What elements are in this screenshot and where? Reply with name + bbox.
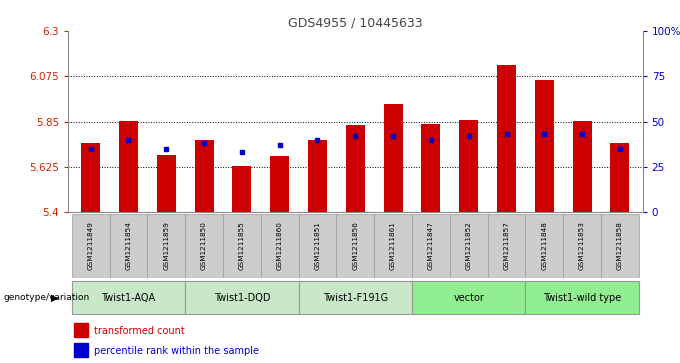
Text: Twist1-DQD: Twist1-DQD — [214, 293, 270, 303]
FancyBboxPatch shape — [223, 214, 261, 278]
FancyBboxPatch shape — [185, 214, 223, 278]
Bar — [73, 323, 88, 338]
Text: GSM1211860: GSM1211860 — [277, 221, 283, 270]
Text: GSM1211853: GSM1211853 — [579, 221, 585, 270]
FancyBboxPatch shape — [72, 281, 185, 314]
Text: vector: vector — [454, 293, 484, 303]
Bar — [233, 166, 252, 212]
Bar — [497, 65, 516, 212]
FancyBboxPatch shape — [374, 214, 412, 278]
Text: Twist1-wild type: Twist1-wild type — [543, 293, 622, 303]
Bar — [346, 125, 364, 212]
FancyBboxPatch shape — [601, 214, 639, 278]
Text: GSM1211861: GSM1211861 — [390, 221, 396, 270]
Bar — [308, 140, 327, 212]
Bar — [194, 140, 214, 212]
FancyBboxPatch shape — [72, 214, 109, 278]
Title: GDS4955 / 10445633: GDS4955 / 10445633 — [288, 17, 422, 30]
Text: percentile rank within the sample: percentile rank within the sample — [94, 346, 259, 356]
FancyBboxPatch shape — [526, 281, 639, 314]
FancyBboxPatch shape — [488, 214, 526, 278]
Text: GSM1211852: GSM1211852 — [466, 221, 472, 270]
FancyBboxPatch shape — [299, 214, 337, 278]
Text: GSM1211857: GSM1211857 — [503, 221, 509, 270]
FancyBboxPatch shape — [412, 214, 449, 278]
Text: transformed count: transformed count — [94, 326, 184, 336]
Bar — [157, 155, 175, 212]
FancyBboxPatch shape — [299, 281, 412, 314]
Bar — [573, 121, 592, 212]
Text: GSM1211847: GSM1211847 — [428, 221, 434, 270]
Bar — [384, 105, 403, 212]
FancyBboxPatch shape — [109, 214, 148, 278]
Text: GSM1211856: GSM1211856 — [352, 221, 358, 270]
Text: GSM1211855: GSM1211855 — [239, 221, 245, 270]
FancyBboxPatch shape — [563, 214, 601, 278]
Text: Twist1-AQA: Twist1-AQA — [101, 293, 156, 303]
Text: genotype/variation: genotype/variation — [3, 293, 90, 302]
Bar — [119, 121, 138, 212]
Bar — [81, 143, 100, 212]
Bar — [459, 120, 478, 212]
Bar — [270, 156, 289, 212]
FancyBboxPatch shape — [261, 214, 299, 278]
Bar — [535, 80, 554, 212]
Text: GSM1211851: GSM1211851 — [314, 221, 320, 270]
FancyBboxPatch shape — [526, 214, 563, 278]
FancyBboxPatch shape — [148, 214, 185, 278]
FancyBboxPatch shape — [449, 214, 488, 278]
Text: GSM1211850: GSM1211850 — [201, 221, 207, 270]
Text: GSM1211858: GSM1211858 — [617, 221, 623, 270]
Bar — [73, 343, 88, 357]
FancyBboxPatch shape — [337, 214, 374, 278]
Text: GSM1211849: GSM1211849 — [88, 221, 94, 270]
FancyBboxPatch shape — [185, 281, 299, 314]
Text: Twist1-F191G: Twist1-F191G — [323, 293, 388, 303]
Bar — [422, 124, 441, 212]
Bar — [611, 143, 630, 212]
Text: GSM1211854: GSM1211854 — [126, 221, 131, 270]
FancyBboxPatch shape — [412, 281, 526, 314]
Text: GSM1211848: GSM1211848 — [541, 221, 547, 270]
Text: ▶: ▶ — [50, 293, 58, 303]
Text: GSM1211859: GSM1211859 — [163, 221, 169, 270]
